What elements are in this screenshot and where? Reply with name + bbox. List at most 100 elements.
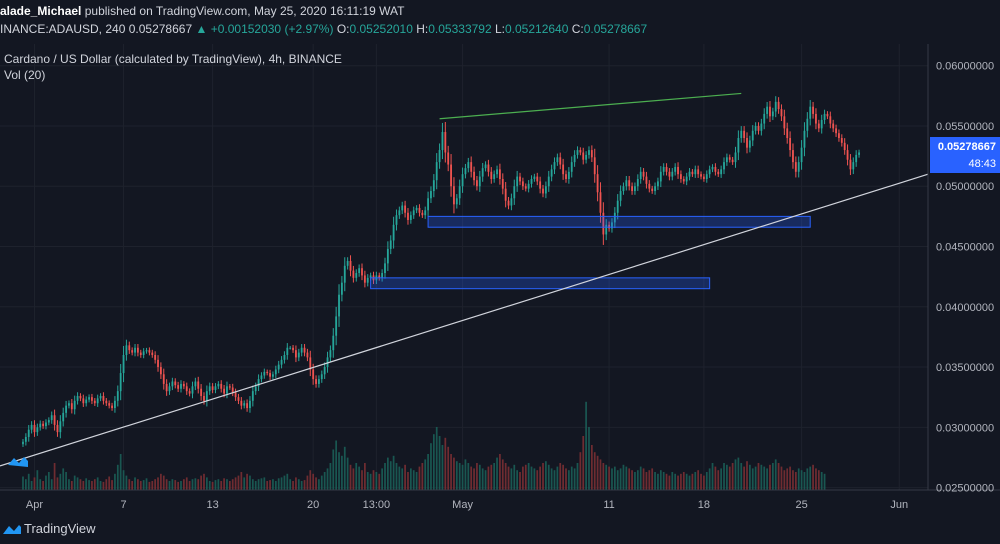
- candle-body: [447, 152, 450, 165]
- volume-bar: [570, 466, 573, 490]
- candle-body: [358, 268, 361, 274]
- volume-bar: [387, 457, 389, 490]
- candle-body: [441, 131, 444, 151]
- volume-bar: [794, 472, 797, 490]
- candle-body: [42, 423, 45, 427]
- candle-body: [539, 181, 542, 189]
- published-text: published on TradingView.com, May 25, 20…: [84, 4, 405, 18]
- volume-bar: [427, 454, 429, 490]
- volume-bar: [688, 475, 691, 490]
- volume-bar: [105, 479, 108, 490]
- candle-body: [65, 405, 67, 413]
- volume-bar: [720, 468, 723, 490]
- candle-body: [326, 357, 329, 368]
- volume-bar: [76, 477, 79, 490]
- candle-body: [62, 412, 65, 422]
- candle-body: [363, 275, 366, 283]
- volume-bar: [499, 454, 501, 490]
- volume-bar: [73, 475, 76, 490]
- candle-body: [280, 359, 283, 365]
- low-label: L:: [494, 22, 505, 36]
- volume-bar: [740, 463, 743, 490]
- volume-bar: [36, 470, 39, 490]
- candle-body: [605, 224, 608, 235]
- volume-bar: [70, 481, 73, 490]
- price-chart[interactable]: 0.06000000 0.05500000 0.05000000 0.04500000…: [0, 44, 1000, 520]
- volume-bar: [412, 470, 415, 490]
- candle-body: [96, 398, 99, 404]
- volume-bar: [137, 479, 139, 490]
- volume-bar: [283, 475, 286, 490]
- candle-body: [157, 359, 159, 368]
- candle-body: [384, 263, 386, 274]
- candle-body: [700, 174, 702, 177]
- candle-body: [651, 188, 654, 192]
- volume-bar: [280, 477, 283, 490]
- candle-body: [493, 174, 496, 180]
- volume-bar: [266, 481, 269, 490]
- volume-bar: [734, 459, 737, 490]
- candle-body: [398, 210, 401, 216]
- volume-bar: [154, 479, 157, 490]
- time-axis[interactable]: Apr 7 13 20 13:00 May 11 18 25 Jun: [26, 499, 908, 511]
- candle-body: [243, 403, 246, 406]
- volume-bar: [504, 463, 507, 490]
- volume-bar: [731, 463, 734, 490]
- candle-body: [30, 424, 33, 430]
- volume-bar: [723, 463, 725, 490]
- candle-body: [50, 415, 53, 421]
- candle-body: [608, 224, 611, 229]
- candle-body: [740, 130, 743, 139]
- price-axis[interactable]: 0.06000000 0.05500000 0.05000000 0.04500000…: [936, 61, 994, 495]
- candle-body: [593, 157, 596, 175]
- volume-bar: [654, 472, 656, 490]
- volume-bar: [220, 481, 223, 490]
- volume-bar: [85, 478, 88, 490]
- publisher-name[interactable]: alade_Michael: [0, 4, 82, 18]
- volume-bar: [108, 476, 111, 490]
- volume-bar: [145, 478, 148, 490]
- chart-title: Cardano / US Dollar (calculated by Tradi…: [4, 52, 342, 66]
- volume-bar: [519, 472, 521, 490]
- volume-bar: [645, 472, 648, 490]
- volume-bar: [160, 473, 162, 490]
- candle-body: [602, 212, 605, 235]
- drawings[interactable]: [0, 92, 929, 467]
- chart-area[interactable]: 0.06000000 0.05500000 0.05000000 0.04500000…: [0, 44, 1000, 520]
- candle-body: [691, 171, 694, 175]
- candle-body: [774, 101, 777, 112]
- candle-body: [432, 180, 435, 192]
- candle-body: [317, 379, 320, 384]
- volume-bar: [355, 463, 358, 490]
- candle-body: [188, 391, 191, 394]
- candle-body: [516, 176, 519, 187]
- price-tick-label: 0.05500000: [936, 121, 994, 133]
- candle-body: [85, 399, 88, 404]
- volume-bar: [45, 475, 47, 490]
- candle-body: [338, 294, 340, 317]
- volume-bar: [338, 452, 340, 490]
- candle-body: [226, 386, 228, 394]
- volume-bar: [441, 445, 444, 490]
- candle-body: [68, 403, 70, 406]
- volume-bar: [605, 464, 608, 490]
- candle-body: [450, 164, 452, 187]
- volume-bar: [481, 468, 484, 490]
- candle-body: [418, 207, 421, 213]
- footer-brand[interactable]: TradingView: [24, 521, 96, 536]
- candle-body: [24, 436, 27, 442]
- candle-body: [306, 352, 309, 358]
- candle-body: [231, 387, 234, 393]
- candle-body: [794, 162, 797, 172]
- candle-body: [240, 400, 243, 406]
- candle-body: [501, 179, 504, 189]
- candle-body: [536, 176, 539, 182]
- volume-bar: [513, 464, 516, 490]
- volume-bar: [27, 473, 30, 490]
- volume-bar: [501, 459, 504, 490]
- candle-body: [125, 345, 128, 355]
- candle-body: [570, 162, 573, 172]
- candle-body: [355, 273, 358, 278]
- tradingview-logo-icon[interactable]: [2, 520, 22, 538]
- volume-bar: [88, 480, 90, 490]
